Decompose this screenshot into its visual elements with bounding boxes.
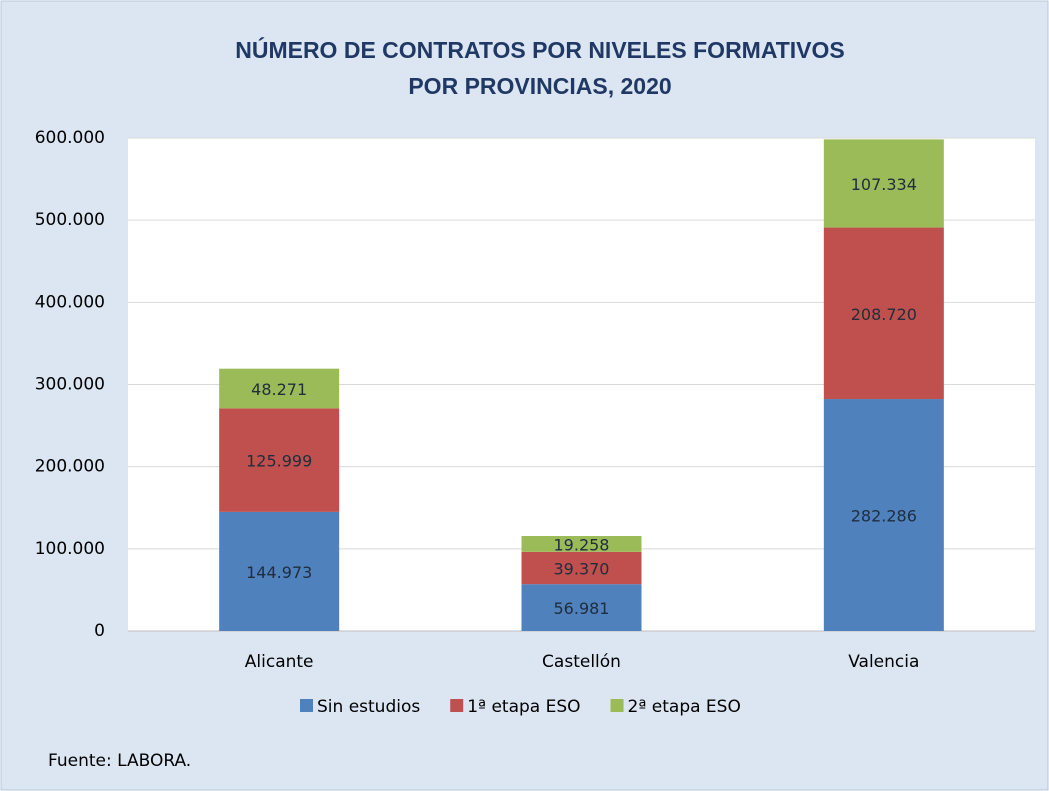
- data-label: 125.999: [246, 452, 312, 471]
- y-tick-label: 100.000: [35, 539, 105, 559]
- y-tick-label: 200.000: [35, 457, 105, 477]
- y-tick-label: 0: [94, 621, 105, 641]
- data-label: 107.334: [851, 175, 917, 194]
- chart-title: NÚMERO DE CONTRATOS POR NIVELES FORMATIV…: [235, 36, 845, 63]
- data-label: 56.981: [554, 599, 610, 618]
- chart-title: POR PROVINCIAS, 2020: [408, 73, 671, 99]
- legend-swatch: [610, 699, 624, 712]
- bar-segment: [219, 511, 340, 631]
- data-label: 39.370: [554, 560, 610, 579]
- bar-segment: [521, 536, 642, 552]
- data-label: 208.720: [851, 305, 917, 324]
- legend-label: 2ª etapa ESO: [628, 697, 741, 717]
- source: Fuente: LABORA.: [48, 751, 191, 771]
- data-label: 19.258: [554, 535, 610, 554]
- data-label: 282.286: [851, 507, 917, 526]
- bar-segment: [521, 551, 642, 585]
- legend-label: 1ª etapa ESO: [467, 697, 580, 717]
- legend-swatch: [300, 699, 313, 712]
- bar-segment: [219, 368, 340, 409]
- x-tick-label: Valencia: [848, 652, 919, 672]
- x-tick-label: Alicante: [245, 652, 314, 672]
- bar-segment: [823, 227, 944, 400]
- y-tick-label: 300.000: [35, 375, 105, 395]
- bar-segment: [823, 399, 944, 631]
- legend-swatch: [450, 699, 464, 712]
- legend-label: Sin estudios: [317, 697, 420, 717]
- bar-segment: [219, 408, 340, 512]
- bar-segment: [521, 584, 642, 631]
- x-tick-label: Castellón: [542, 652, 621, 672]
- y-tick-label: 600.000: [35, 128, 105, 148]
- bar-segment: [823, 139, 944, 228]
- y-tick-label: 400.000: [35, 292, 105, 312]
- data-label: 48.271: [251, 380, 307, 399]
- y-tick-label: 500.000: [35, 210, 105, 230]
- data-label: 144.973: [246, 563, 312, 582]
